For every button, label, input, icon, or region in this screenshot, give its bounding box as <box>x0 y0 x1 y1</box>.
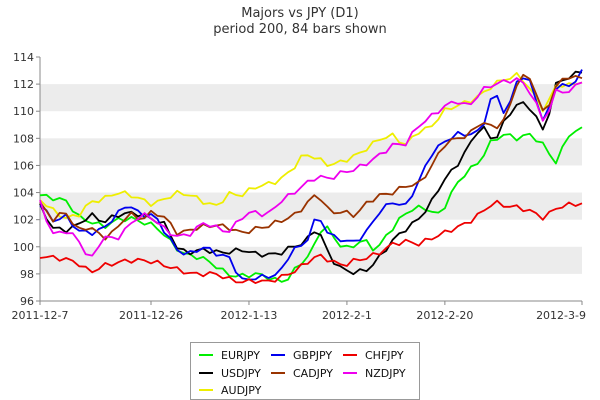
series-line-chfjpy <box>39 199 583 285</box>
legend-swatch <box>343 354 357 356</box>
series-line-cadjpy <box>39 73 583 241</box>
legend-label: GBPJPY <box>293 349 333 362</box>
legend-item-eurjpy: EURJPY <box>199 349 260 362</box>
legend-swatch <box>271 372 285 374</box>
legend-label: AUDJPY <box>221 384 262 397</box>
legend-item-cadjpy: CADJPY <box>271 367 333 380</box>
x-tick-label: 2012-2-1 <box>322 309 372 322</box>
y-tick-label: 106 <box>13 159 34 172</box>
series-line-eurjpy <box>39 126 583 283</box>
x-tick-label: 2012-3-9 <box>536 309 586 322</box>
legend-label: EURJPY <box>221 349 260 362</box>
x-tick-label: 2011-12-7 <box>12 309 69 322</box>
legend-item-audjpy: AUDJPY <box>199 384 261 397</box>
y-tick-label: 98 <box>20 268 34 281</box>
legend-label: CHFJPY <box>365 349 404 362</box>
legend-swatch <box>343 372 357 374</box>
series-line-usdjpy <box>39 70 583 276</box>
legend-swatch <box>271 354 285 356</box>
legend-label: USDJPY <box>221 367 261 380</box>
x-tick-label: 2012-1-13 <box>220 309 277 322</box>
legend-item-usdjpy: USDJPY <box>199 367 261 380</box>
y-tick-label: 96 <box>20 295 34 308</box>
chart-title: Majors vs JPY (D1) <box>241 6 359 21</box>
legend-item-nzdjpy: NZDJPY <box>343 367 406 380</box>
y-tick-label: 112 <box>13 78 34 91</box>
y-tick-label: 100 <box>13 241 34 254</box>
x-tick-label: 2011-12-26 <box>119 309 183 322</box>
grid-band <box>40 138 582 166</box>
legend-item-gbpjpy: GBPJPY <box>271 349 332 362</box>
legend-swatch <box>199 354 213 356</box>
chart-subtitle: period 200, 84 bars shown <box>213 22 387 37</box>
y-tick-label: 108 <box>13 132 34 145</box>
y-tick-label: 110 <box>13 105 34 118</box>
plot-area: 96 98 100 102 104 106 108 110 112 114 2011-12-7 201… <box>12 51 586 322</box>
legend-swatch <box>199 389 213 391</box>
y-tick-label: 102 <box>13 214 34 227</box>
legend: EURJPY GBPJPY CHFJPY USDJPY CADJPY NZDJP… <box>190 342 420 400</box>
legend-item-chfjpy: CHFJPY <box>343 349 404 362</box>
x-tick-label: 2012-2-20 <box>416 309 473 322</box>
legend-label: CADJPY <box>293 367 334 380</box>
y-tick-label: 114 <box>13 51 34 64</box>
series-line-nzdjpy <box>39 77 583 257</box>
legend-swatch <box>199 372 213 374</box>
y-tick-label: 104 <box>13 187 34 200</box>
series-line-gbpjpy <box>39 69 583 281</box>
legend-label: NZDJPY <box>365 367 406 380</box>
